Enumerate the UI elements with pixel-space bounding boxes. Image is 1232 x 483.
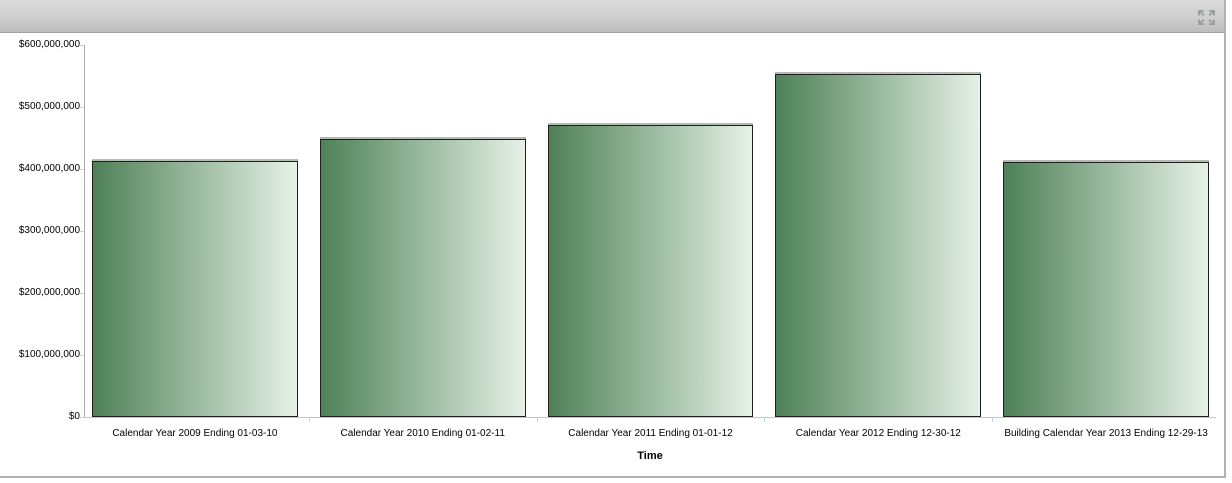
category-labels: Calendar Year 2009 Ending 01-03-10 Calend… xyxy=(85,428,1216,440)
y-tick-mark xyxy=(79,231,84,232)
x-tick-mark xyxy=(764,417,766,422)
y-tick-label: $0 xyxy=(68,411,80,422)
category-label: Calendar Year 2012 Ending 12-30-12 xyxy=(795,428,961,439)
y-tick-label: $600,000,000 xyxy=(18,39,80,50)
bar-slot xyxy=(547,45,754,417)
y-tick-label: $200,000,000 xyxy=(18,287,80,298)
x-tick-mark xyxy=(308,417,310,422)
bar-5[interactable] xyxy=(1003,162,1209,417)
category-label: Calendar Year 2010 Ending 01-02-11 xyxy=(340,428,505,439)
category-label: Calendar Year 2009 Ending 01-03-10 xyxy=(112,428,278,439)
y-tick-mark xyxy=(79,293,84,294)
y-tick-mark xyxy=(79,169,84,170)
bar-1[interactable] xyxy=(92,160,298,417)
y-tick-label: $100,000,000 xyxy=(18,349,80,360)
bar-3[interactable] xyxy=(547,124,754,417)
x-axis-baseline xyxy=(84,417,1216,418)
expand-arrows-glyph xyxy=(1197,9,1215,25)
y-tick-mark xyxy=(79,107,84,108)
bar-2[interactable] xyxy=(319,139,526,417)
bar-slot xyxy=(92,45,298,417)
chart-area: $600,000,000 $500,000,000 $400,000,000 $300… xyxy=(0,34,1226,478)
y-tick-mark xyxy=(79,417,84,418)
bar-slot xyxy=(1003,45,1209,417)
category-label: Calendar Year 2011 Ending 01-01-12 xyxy=(568,428,733,439)
panel-header xyxy=(0,0,1226,33)
y-tick-label: $300,000,000 xyxy=(18,225,80,236)
expand-icon[interactable] xyxy=(1196,8,1216,26)
bar-slot xyxy=(775,45,982,417)
bar-4[interactable] xyxy=(775,74,982,417)
bar-series xyxy=(85,45,1216,417)
category-label: Building Calendar Year 2013 Ending 12-29… xyxy=(1004,428,1208,439)
y-tick-label: $400,000,000 xyxy=(18,163,80,174)
y-axis-line xyxy=(84,45,85,418)
x-tick-mark xyxy=(536,417,538,422)
bar-slot xyxy=(319,45,526,417)
y-tick-label: $500,000,000 xyxy=(18,101,80,112)
y-tick-mark xyxy=(79,355,84,356)
x-tick-mark xyxy=(992,417,994,422)
y-tick-mark xyxy=(79,45,84,46)
x-axis-title: Time xyxy=(637,450,663,462)
